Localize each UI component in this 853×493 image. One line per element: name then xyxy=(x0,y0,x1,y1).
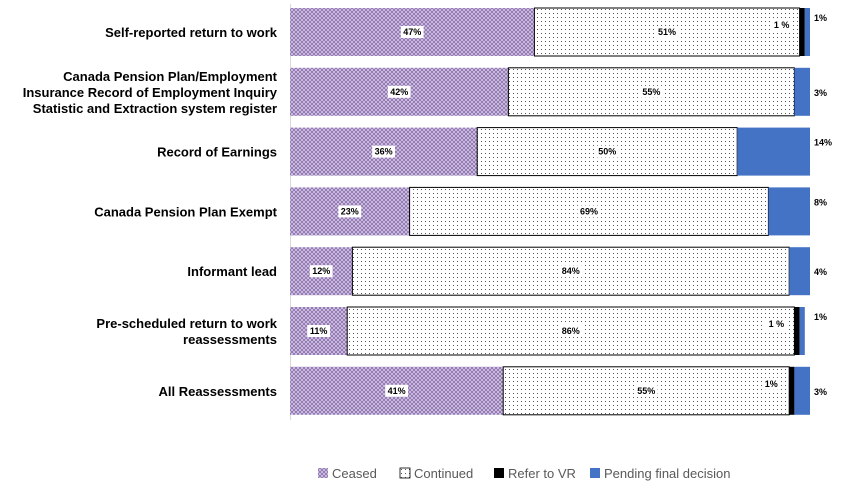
legend-label-continued: Continued xyxy=(414,466,473,481)
category-label: Canada Pension Plan/Employment xyxy=(63,69,277,84)
bar-pending-final-decision xyxy=(799,307,805,355)
value-label-pending-final-decision: 3% xyxy=(814,387,827,397)
bar-refer-to-vr xyxy=(794,307,800,355)
value-label-pending-final-decision: 14% xyxy=(814,138,832,148)
value-label-continued: 84% xyxy=(562,266,580,276)
category-label: Pre-scheduled return to work xyxy=(96,316,277,331)
category-label: Statistic and Extraction system register xyxy=(33,101,277,116)
value-label-refer-to-vr: 1 % xyxy=(769,319,785,329)
value-label-background xyxy=(385,384,408,397)
category-label: Self-reported return to work xyxy=(105,25,278,40)
bars-group xyxy=(290,7,810,416)
category-label: Record of Earnings xyxy=(157,145,277,160)
value-label-refer-to-vr: 1% xyxy=(765,379,778,389)
bar-pending-final-decision xyxy=(794,366,810,415)
bar-pending-final-decision xyxy=(768,187,810,236)
legend-swatch-continued xyxy=(399,467,411,479)
value-label-pending-final-decision: 8% xyxy=(814,197,827,207)
category-label: reassessments xyxy=(183,332,277,347)
value-label-background xyxy=(309,265,333,278)
value-label-pending-final-decision: 1% xyxy=(814,13,827,23)
value-label-continued: 55% xyxy=(642,87,660,97)
value-label-background xyxy=(372,145,395,158)
category-label: Informant lead xyxy=(187,264,277,279)
value-label-pending-final-decision: 1% xyxy=(814,312,827,322)
value-label-ceased: 36% xyxy=(375,147,393,157)
legend-label-pending-final-decision: Pending final decision xyxy=(604,466,730,481)
value-label-background xyxy=(762,377,780,390)
legend-label-refer-to-vr: Refer to VR xyxy=(508,466,576,481)
value-label-background xyxy=(387,85,411,98)
value-label-background xyxy=(577,205,601,218)
legend-swatch-ceased xyxy=(318,468,328,478)
legend-swatch-refer-to-vr xyxy=(494,468,504,478)
value-label-continued: 69% xyxy=(580,206,598,216)
value-label-background xyxy=(634,384,658,397)
value-label-ceased: 23% xyxy=(341,206,359,216)
bar-pending-final-decision xyxy=(804,8,810,56)
labels-group: Self-reported return to work 47% 51% 1 % 1% C… xyxy=(23,13,832,399)
value-label-background xyxy=(640,85,663,98)
value-label-ceased: 41% xyxy=(388,386,406,396)
value-label-background xyxy=(559,265,583,278)
value-label-continued: 51% xyxy=(658,27,676,37)
value-label-background xyxy=(338,205,362,218)
category-label: Insurance Record of Employment Inquiry xyxy=(23,85,278,100)
value-label-continued: 50% xyxy=(598,147,616,157)
value-label-continued: 55% xyxy=(637,386,655,396)
bar-pending-final-decision xyxy=(794,67,810,116)
value-label-background xyxy=(400,26,424,38)
legend-label-ceased: Ceased xyxy=(332,466,377,481)
category-label: All Reassessments xyxy=(158,384,277,399)
legend: Ceased Continued Refer to VR Pending final … xyxy=(318,466,730,481)
value-label-ceased: 11% xyxy=(310,326,328,336)
value-label-background xyxy=(595,145,619,158)
value-label-background xyxy=(559,325,583,337)
value-label-pending-final-decision: 4% xyxy=(814,267,827,277)
bar-pending-final-decision xyxy=(789,247,810,296)
value-label-ceased: 12% xyxy=(312,266,330,276)
legend-swatch-pending-final-decision xyxy=(590,468,600,478)
value-label-refer-to-vr: 1 % xyxy=(774,20,790,30)
value-label-background xyxy=(770,19,793,31)
category-label: Canada Pension Plan Exempt xyxy=(94,204,277,219)
value-label-background xyxy=(765,318,788,330)
value-label-background xyxy=(655,26,679,38)
bar-refer-to-vr xyxy=(789,366,795,415)
value-label-ceased: 42% xyxy=(390,87,408,97)
bar-pending-final-decision xyxy=(737,127,810,176)
value-label-background xyxy=(307,325,330,337)
value-label-ceased: 47% xyxy=(403,27,421,37)
value-label-pending-final-decision: 3% xyxy=(814,88,827,98)
value-label-continued: 86% xyxy=(562,326,580,336)
bar-refer-to-vr xyxy=(799,8,805,56)
